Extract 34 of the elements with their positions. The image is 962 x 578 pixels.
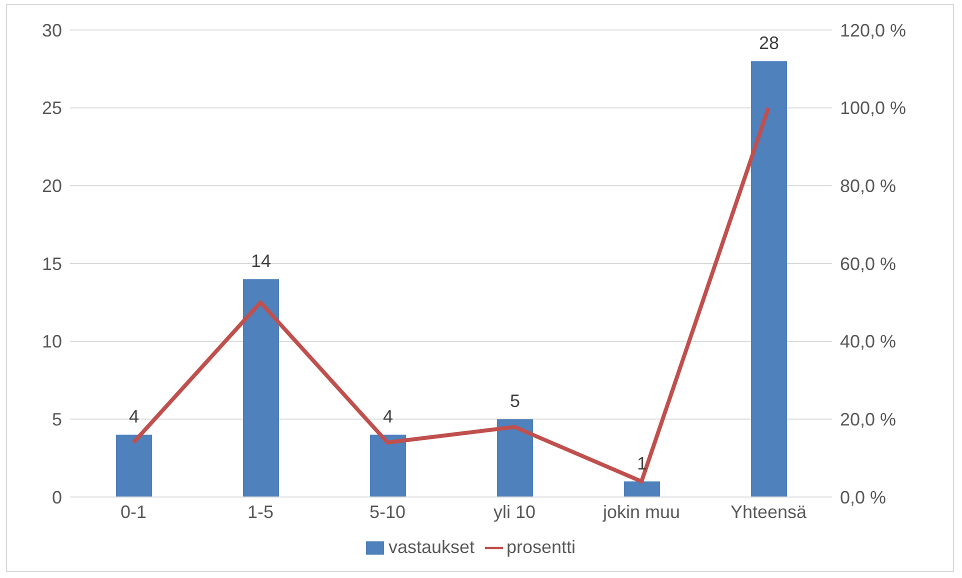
y2-tick-label: 20,0 % xyxy=(840,410,896,430)
y2-tick-label: 80,0 % xyxy=(840,176,896,196)
y2-tick-label: 0,0 % xyxy=(840,487,886,508)
bar xyxy=(370,434,406,497)
data-label: 5 xyxy=(510,391,520,412)
y-tick-label: 0 xyxy=(52,487,62,508)
data-label: 14 xyxy=(250,251,272,272)
y2-tick-label: 120,0 % xyxy=(840,20,906,40)
data-label: 1 xyxy=(636,453,648,474)
bar xyxy=(751,61,787,497)
x-tick-label: 1-5 xyxy=(247,502,274,522)
x-tick-label: yli 10 xyxy=(493,502,536,522)
data-label: 4 xyxy=(128,406,140,427)
x-tick-label: 0-1 xyxy=(120,502,147,522)
y-tick-label: 5 xyxy=(52,410,62,430)
y-tick-label: 20 xyxy=(42,176,62,196)
y-tick-label: 25 xyxy=(42,98,62,118)
x-tick-label: 5-10 xyxy=(369,502,406,522)
y-tick-label: 30 xyxy=(42,20,62,40)
bar xyxy=(624,481,660,497)
y2-tick-label: 40,0 % xyxy=(840,332,896,352)
y2-tick-label: 60,0 % xyxy=(840,254,896,274)
legend-label: prosentti xyxy=(506,537,576,557)
data-label: 4 xyxy=(382,406,394,427)
x-tick-label: jokin muu xyxy=(602,502,680,522)
bar xyxy=(497,419,533,497)
data-label: 28 xyxy=(758,33,780,54)
bar xyxy=(243,279,279,497)
y2-tick-label: 100,0 % xyxy=(840,98,906,118)
y-tick-label: 10 xyxy=(42,332,62,352)
x-tick-label: Yhteensä xyxy=(730,502,808,522)
y-tick-label: 15 xyxy=(42,254,62,274)
legend-label: vastaukset xyxy=(388,537,474,557)
bar xyxy=(116,434,152,497)
